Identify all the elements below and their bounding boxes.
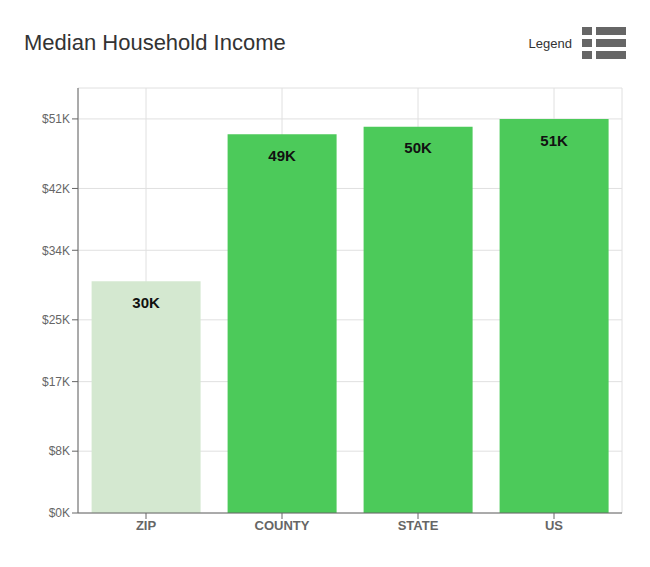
svg-text:STATE: STATE xyxy=(398,518,439,533)
svg-text:30K: 30K xyxy=(132,294,160,311)
svg-text:ZIP: ZIP xyxy=(136,518,157,533)
svg-text:$51K: $51K xyxy=(42,112,70,126)
svg-text:50K: 50K xyxy=(404,139,432,156)
svg-text:49K: 49K xyxy=(268,147,296,164)
svg-text:$42K: $42K xyxy=(42,182,70,196)
svg-text:COUNTY: COUNTY xyxy=(255,518,310,533)
svg-text:US: US xyxy=(545,518,563,533)
svg-text:$34K: $34K xyxy=(42,244,70,258)
svg-text:$0K: $0K xyxy=(49,506,70,520)
html-text:Median Household Income: Median Household Income xyxy=(24,30,286,55)
svg-text:51K: 51K xyxy=(540,132,568,149)
svg-text:$8K: $8K xyxy=(49,444,70,458)
svg-text:$17K: $17K xyxy=(42,375,70,389)
html-text:Legend: Legend xyxy=(528,35,572,51)
svg-text:$25K: $25K xyxy=(42,313,70,327)
